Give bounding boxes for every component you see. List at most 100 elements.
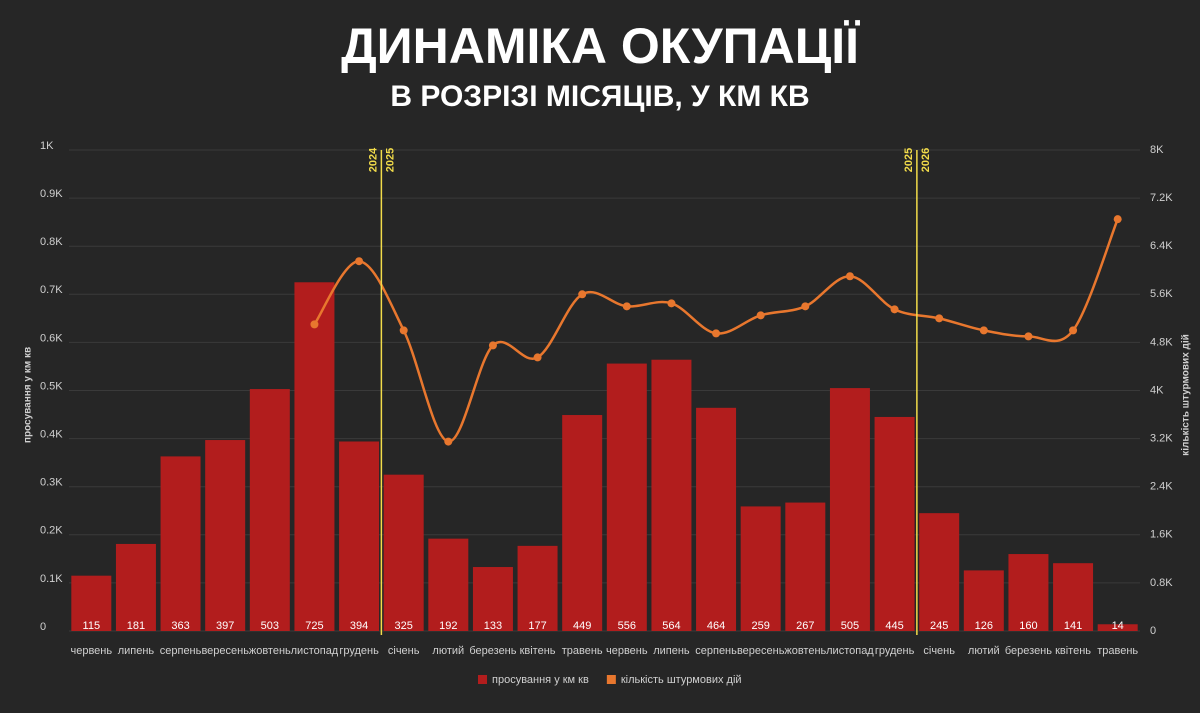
bar-value-label: 126 — [975, 620, 993, 632]
y-tick-label: 0 — [40, 621, 46, 633]
y2-tick-label: 1.6K — [1150, 529, 1173, 541]
legend-swatch — [478, 675, 487, 684]
bar — [829, 388, 870, 631]
line-point — [578, 290, 587, 299]
year-label: 2025 — [903, 148, 915, 172]
bar-value-label: 325 — [395, 620, 413, 632]
bar-value-label: 397 — [216, 620, 234, 632]
x-tick-label: червень — [606, 645, 648, 657]
bar — [785, 502, 826, 631]
bar — [562, 415, 603, 631]
line-point — [533, 353, 542, 362]
bar-value-label: 160 — [1019, 620, 1037, 632]
x-tick-label: вересень — [737, 645, 785, 657]
bar-value-label: 267 — [796, 620, 814, 632]
bar-value-label: 259 — [752, 620, 770, 632]
bar-value-label: 115 — [83, 620, 101, 632]
bar — [696, 407, 737, 631]
bar — [740, 506, 781, 631]
bar — [874, 416, 915, 631]
bar-value-label: 503 — [261, 620, 279, 632]
bar — [1097, 624, 1138, 631]
bar-value-label: 192 — [439, 620, 457, 632]
y-tick-label: 0.7K — [40, 284, 63, 296]
line-point — [801, 302, 810, 311]
y-tick-label: 0.1K — [40, 573, 63, 585]
y-tick-label: 0.2K — [40, 525, 63, 537]
line-point — [1113, 215, 1122, 224]
y2-axis-title: кількість штурмових дій — [1181, 334, 1192, 456]
x-tick-label: травень — [1097, 645, 1138, 657]
y2-tick-label: 0 — [1150, 625, 1156, 637]
bar-value-label: 445 — [885, 620, 903, 632]
bar — [383, 474, 424, 631]
y-tick-label: 0.9K — [40, 188, 63, 200]
y2-tick-label: 5.6K — [1150, 288, 1173, 300]
x-tick-label: лютий — [432, 645, 464, 657]
x-tick-label: серпень — [695, 645, 737, 657]
y-tick-label: 0.3K — [40, 477, 63, 489]
plot: червень липень серпень вересень жовтень листо… — [71, 147, 1139, 686]
bar-value-label: 363 — [171, 620, 189, 632]
line-point — [355, 257, 364, 266]
bar — [160, 456, 201, 631]
year-label: 2025 — [384, 148, 396, 172]
y2-tick-label: 4.8K — [1150, 336, 1173, 348]
y2-tick-label: 2.4K — [1150, 481, 1173, 493]
bar — [1008, 554, 1049, 631]
line-point — [712, 329, 721, 338]
bar — [517, 545, 558, 631]
chart-subtitle: В РОЗРІЗІ МІСЯЦІВ, У КМ КВ — [390, 80, 809, 113]
legend-label: кількість штурмових дій — [621, 674, 742, 686]
x-tick-label: липень — [653, 645, 690, 657]
bar-value-label: 177 — [528, 620, 546, 632]
y-tick-label: 0.6K — [40, 332, 63, 344]
bar — [1053, 563, 1094, 631]
y2-tick-label: 0.8K — [1150, 577, 1173, 589]
line-point — [845, 272, 854, 281]
bar — [339, 441, 380, 631]
bar-value-label: 564 — [662, 620, 680, 632]
line-point — [622, 302, 631, 311]
x-tick-label: квітень — [520, 645, 556, 657]
line-point — [488, 341, 497, 350]
bar-value-label: 133 — [484, 620, 502, 632]
bar-value-label: 725 — [305, 620, 323, 632]
x-tick-label: лютий — [968, 645, 1000, 657]
x-tick-label: січень — [388, 645, 420, 657]
x-tick-label: січень — [923, 645, 955, 657]
x-tick-label: квітень — [1055, 645, 1091, 657]
bar-value-label: 556 — [618, 620, 636, 632]
bar — [115, 543, 156, 631]
bar — [428, 538, 469, 631]
chart-title: ДИНАМІКА ОКУПАЦІЇ — [341, 18, 860, 74]
bar — [606, 363, 647, 631]
x-tick-label: листопад — [826, 645, 874, 657]
bar-value-label: 14 — [1112, 620, 1124, 632]
year-label: 2026 — [920, 148, 932, 172]
grid: 0 0.1K 0.2K 0.3K 0.4K 0.5K 0.6K 0.7K 0.8K 0.9K 1K 0… — [40, 140, 1173, 637]
x-tick-label: вересень — [201, 645, 249, 657]
line-point — [1024, 332, 1033, 341]
line-point — [444, 437, 453, 446]
x-tick-label: березень — [469, 645, 516, 657]
bar — [249, 389, 290, 631]
line-point — [310, 320, 319, 329]
line-point — [890, 305, 899, 314]
bar — [919, 513, 960, 631]
line-point — [756, 311, 765, 320]
year-label: 2024 — [367, 147, 379, 172]
x-tick-label: травень — [562, 645, 603, 657]
bar-value-label: 464 — [707, 620, 725, 632]
y2-tick-label: 4K — [1150, 384, 1164, 396]
bar-value-label: 449 — [573, 620, 591, 632]
bar-value-label: 245 — [930, 620, 948, 632]
bar — [472, 567, 513, 631]
x-tick-label: жовтень — [784, 645, 826, 657]
x-tick-label: березень — [1005, 645, 1052, 657]
y2-tick-label: 7.2K — [1150, 192, 1173, 204]
x-tick-label: липень — [118, 645, 155, 657]
bar — [205, 440, 246, 631]
x-tick-label: жовтень — [249, 645, 291, 657]
